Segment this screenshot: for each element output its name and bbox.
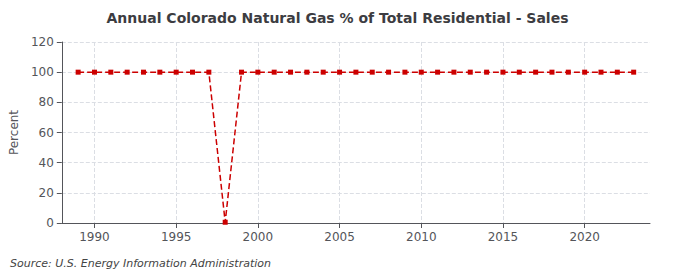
svg-text:2020: 2020 bbox=[569, 230, 600, 244]
svg-text:Percent: Percent bbox=[7, 110, 21, 155]
svg-text:2015: 2015 bbox=[488, 230, 519, 244]
svg-text:100: 100 bbox=[31, 65, 54, 79]
svg-text:2000: 2000 bbox=[243, 230, 274, 244]
svg-text:Source: U.S. Energy Informatio: Source: U.S. Energy Information Administ… bbox=[10, 257, 271, 270]
svg-text:Annual Colorado Natural Gas %: Annual Colorado Natural Gas % of Total R… bbox=[107, 10, 569, 26]
svg-text:2005: 2005 bbox=[324, 230, 355, 244]
svg-text:1995: 1995 bbox=[161, 230, 192, 244]
svg-text:120: 120 bbox=[31, 35, 54, 49]
svg-text:0: 0 bbox=[46, 216, 54, 230]
svg-text:1990: 1990 bbox=[79, 230, 110, 244]
svg-text:80: 80 bbox=[39, 95, 54, 109]
svg-text:2010: 2010 bbox=[406, 230, 437, 244]
svg-text:60: 60 bbox=[39, 126, 54, 140]
svg-text:40: 40 bbox=[39, 156, 54, 170]
svg-text:20: 20 bbox=[39, 186, 54, 200]
